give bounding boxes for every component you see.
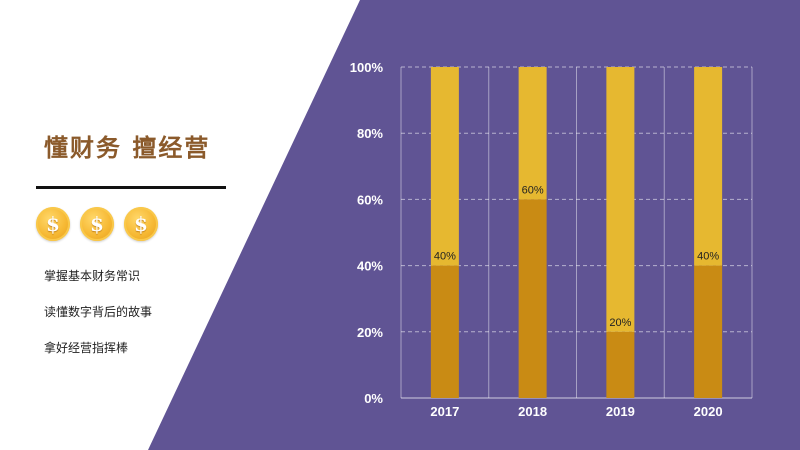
coin-icon: $ — [124, 207, 158, 241]
x-tick-label: 2018 — [518, 404, 547, 419]
data-label: 20% — [609, 317, 631, 329]
x-tick-label: 2017 — [430, 404, 459, 419]
y-tick-label: 20% — [357, 325, 383, 340]
bullet-item: 读懂数字背后的故事 — [44, 305, 153, 319]
bar-base-segment — [518, 199, 547, 398]
bar-base-segment — [694, 265, 723, 398]
x-tick-label: 2020 — [694, 404, 723, 419]
y-tick-label: 100% — [350, 60, 384, 75]
y-tick-label: 0% — [364, 391, 383, 406]
coin-symbol: $ — [90, 212, 104, 236]
y-tick-label: 80% — [357, 126, 383, 141]
coin-icon: $ — [36, 207, 70, 241]
bar-base-segment — [430, 265, 459, 398]
bullet-list: 掌握基本财务常识 读懂数字背后的故事 拿好经营指挥棒 — [44, 268, 152, 376]
title-divider — [36, 186, 226, 189]
bar-top-segment — [694, 67, 723, 266]
coin-row: $ $ $ — [36, 207, 158, 241]
coin-symbol: $ — [134, 212, 148, 236]
bar-top-segment — [430, 67, 459, 266]
bullet-item: 拿好经营指挥棒 — [44, 341, 129, 355]
data-label: 40% — [434, 251, 456, 263]
data-label: 60% — [522, 184, 544, 196]
x-tick-label: 2019 — [606, 404, 635, 419]
y-tick-label: 40% — [357, 259, 383, 274]
bar-top-segment — [518, 67, 547, 200]
purple-diagonal-shape — [148, 0, 800, 450]
coin-icon: $ — [80, 207, 114, 241]
bar-base-segment — [606, 331, 635, 398]
data-label: 40% — [697, 251, 719, 263]
y-tick-label: 60% — [357, 192, 383, 207]
bar-top-segment — [606, 67, 635, 332]
coin-symbol: $ — [46, 212, 60, 236]
page-title: 懂财务 擅经营 — [44, 133, 211, 162]
bullet-item: 掌握基本财务常识 — [44, 269, 141, 283]
